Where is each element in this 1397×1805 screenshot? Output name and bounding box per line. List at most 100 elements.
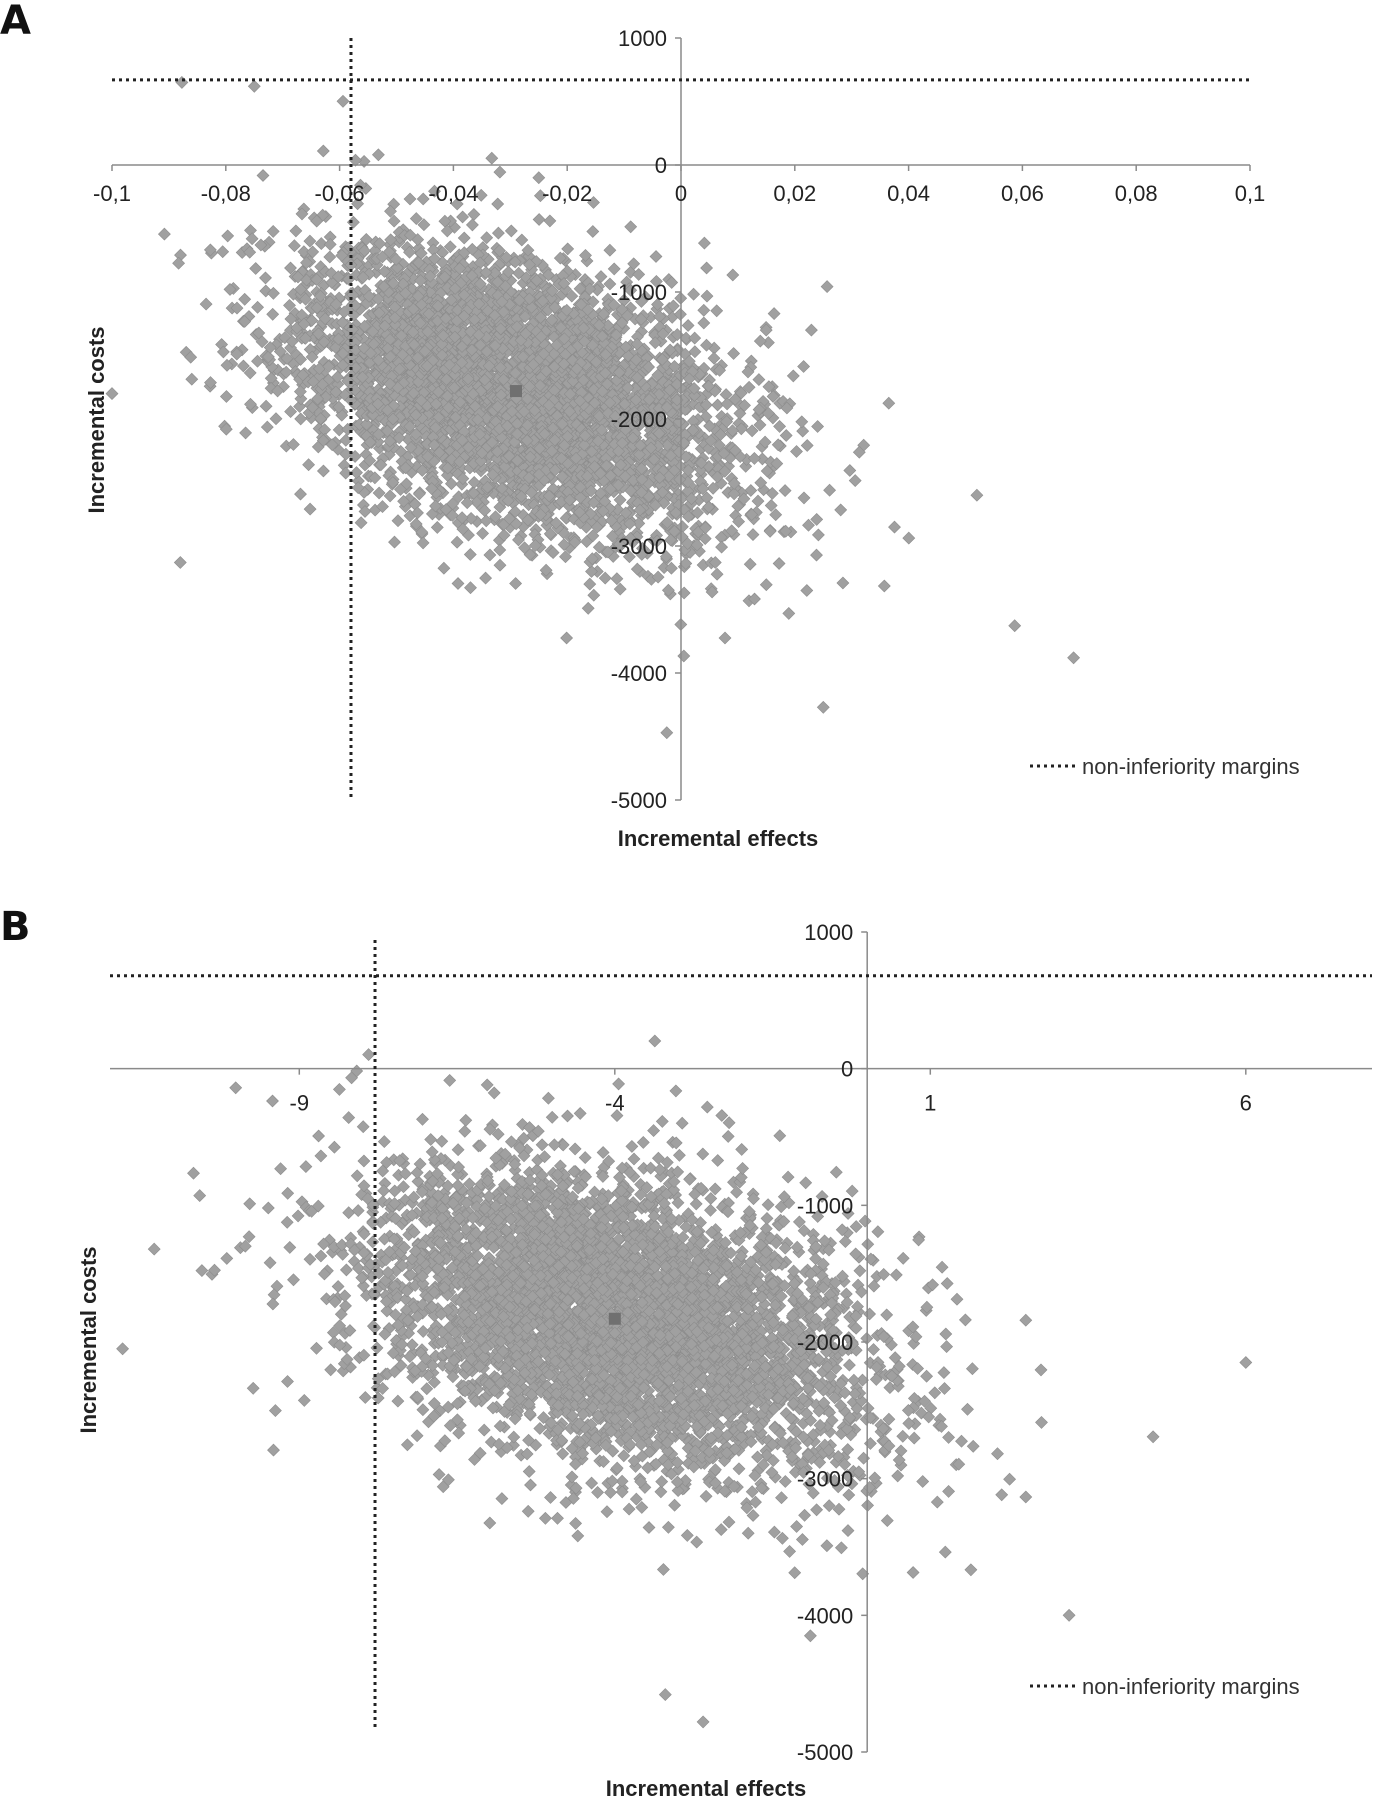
data-point — [236, 359, 250, 373]
data-point — [710, 304, 724, 318]
data-point — [823, 483, 837, 497]
data-point — [727, 347, 741, 360]
data-point — [383, 489, 397, 503]
data-point — [811, 420, 825, 433]
data-point — [800, 584, 814, 597]
data-point — [743, 557, 757, 571]
data-point — [346, 215, 360, 229]
data-point — [509, 577, 523, 590]
data-point — [877, 579, 891, 593]
data-point — [747, 451, 761, 465]
data-point — [491, 226, 505, 240]
data-point — [687, 287, 701, 301]
data-point — [751, 494, 765, 508]
data-point — [797, 360, 811, 373]
data-point — [450, 535, 464, 549]
scatter-points — [105, 75, 1081, 740]
data-point — [493, 165, 507, 179]
data-point — [718, 631, 732, 645]
data-point — [649, 250, 663, 263]
data-point — [603, 243, 617, 257]
data-point — [613, 582, 627, 596]
data-point — [483, 548, 497, 562]
data-point — [239, 426, 253, 440]
data-point — [594, 270, 608, 284]
data-point — [820, 280, 834, 294]
data-point — [493, 543, 507, 557]
data-point — [688, 345, 702, 359]
data-point — [710, 567, 724, 581]
data-point — [688, 331, 702, 345]
data-point — [269, 412, 283, 426]
data-point — [800, 439, 814, 452]
data-point — [786, 369, 800, 383]
data-point — [260, 420, 274, 434]
data-point — [354, 516, 368, 530]
data-point — [902, 531, 916, 545]
data-point — [697, 303, 711, 317]
data-point — [491, 197, 505, 211]
data-point — [759, 578, 773, 592]
data-point — [700, 261, 714, 275]
data-point — [303, 234, 317, 248]
data-point — [266, 224, 280, 238]
data-point — [810, 512, 824, 526]
data-point — [323, 250, 337, 264]
data-point — [779, 429, 793, 442]
data-point — [409, 212, 423, 226]
data-point — [753, 334, 767, 348]
data-point — [697, 236, 711, 250]
data-point — [199, 297, 213, 311]
data-point — [485, 151, 499, 165]
data-point — [371, 148, 385, 162]
data-point — [797, 491, 811, 505]
data-point — [416, 192, 430, 206]
data-point — [221, 229, 235, 243]
data-point — [726, 268, 740, 282]
data-point — [810, 548, 823, 562]
data-point — [259, 271, 272, 285]
data-point — [249, 262, 263, 275]
data-point — [157, 227, 171, 241]
data-point — [598, 571, 612, 585]
data-point — [697, 316, 711, 330]
data-point — [175, 75, 189, 89]
data-point — [388, 535, 401, 549]
data-point — [532, 213, 546, 226]
data-point — [836, 576, 850, 590]
data-point — [294, 487, 307, 501]
data-point — [465, 218, 479, 232]
data-point — [515, 233, 529, 247]
data-point — [266, 307, 280, 321]
data-point — [607, 262, 621, 276]
data-point — [372, 486, 386, 500]
data-point — [677, 586, 691, 600]
data-point — [681, 319, 695, 332]
data-point — [581, 601, 595, 615]
data-point — [848, 474, 862, 488]
data-point — [287, 239, 301, 253]
data-point — [804, 323, 818, 337]
data-point — [504, 224, 518, 238]
data-point — [888, 520, 901, 534]
data-point — [677, 649, 691, 663]
data-point — [767, 307, 781, 321]
data-point — [834, 503, 848, 517]
data-point — [1008, 619, 1022, 633]
data-point — [479, 571, 493, 585]
data-point — [752, 373, 766, 387]
data-point — [782, 606, 796, 620]
data-point — [336, 94, 350, 108]
data-point — [586, 225, 600, 238]
data-point — [185, 372, 199, 386]
data-point — [451, 577, 465, 590]
data-point — [560, 631, 574, 645]
data-point — [456, 210, 470, 224]
data-point — [533, 189, 547, 203]
data-point — [245, 232, 259, 246]
data-point — [219, 390, 233, 403]
data-point — [259, 399, 273, 413]
panel-a-chart: A -0,1 -0,08 -0,06 -0,04 -0,02 0 0,02 0,04 0,06 0… — [0, 0, 1300, 851]
data-point — [403, 192, 417, 206]
